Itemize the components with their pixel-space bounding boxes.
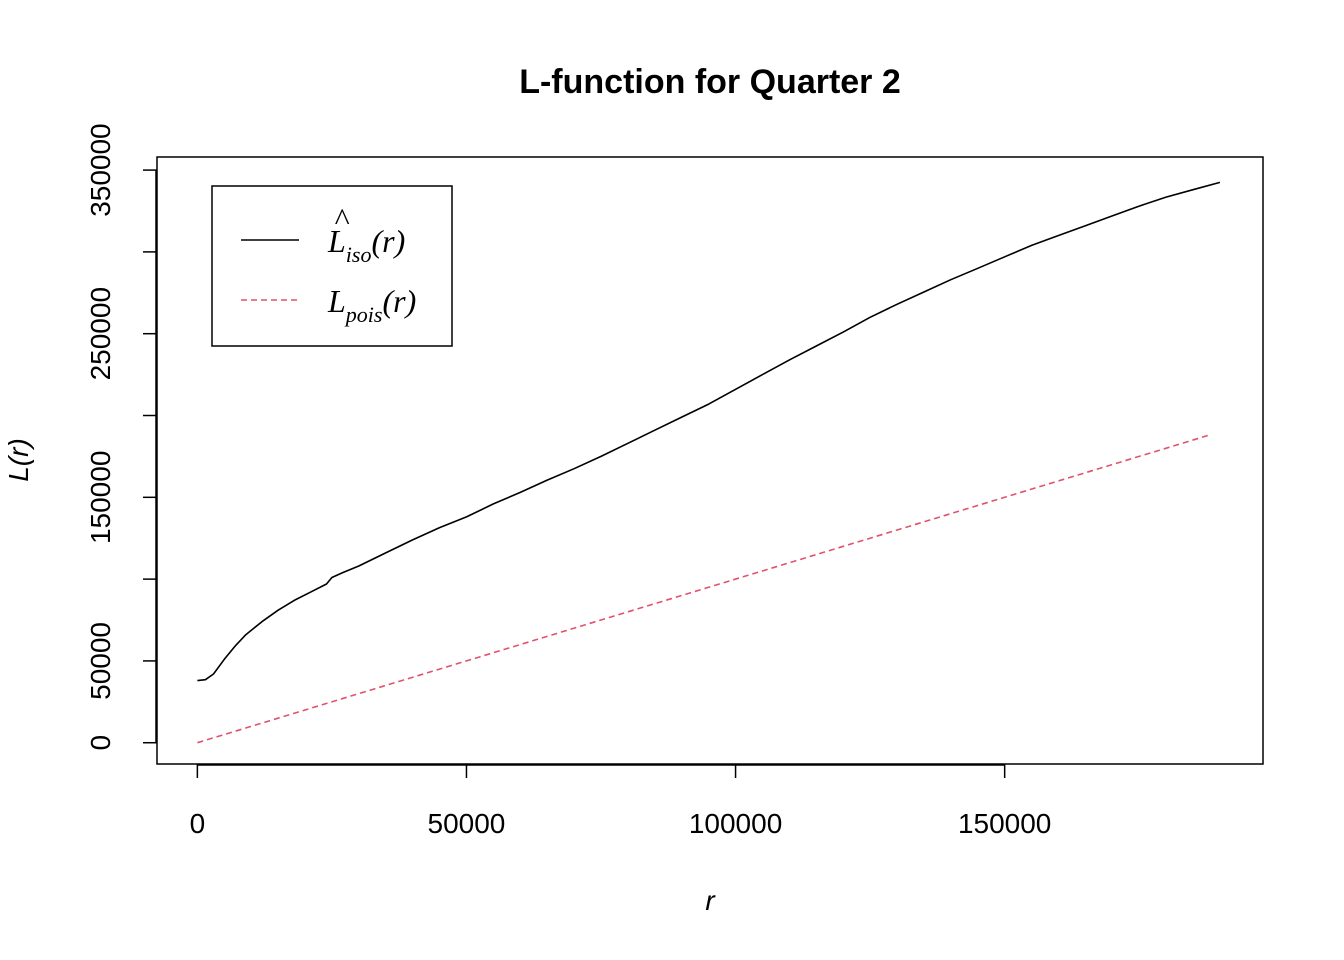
- legend-box: [211, 185, 453, 347]
- legend-label-2: Lpois(r): [327, 283, 416, 327]
- y-axis: 0 50000 150000 250000 350000: [85, 123, 157, 751]
- legend-label-1: Liso(r): [327, 223, 405, 267]
- series-line-1: [197, 181, 1221, 682]
- x-axis-label: r: [705, 885, 716, 916]
- legend: ^Liso(r) Lpois(r): [211, 185, 453, 347]
- y-axis-label: L(r): [3, 438, 34, 482]
- series-layer: [197, 181, 1221, 744]
- y-tick-label: 50000: [85, 622, 116, 700]
- plot-frame: [156, 156, 1264, 765]
- x-axis: 0 50000 100000 150000: [190, 764, 1051, 839]
- legend-hat: ^: [334, 201, 350, 237]
- y-tick-label: 250000: [85, 287, 116, 380]
- y-tick-label: 150000: [85, 451, 116, 544]
- x-tick-label: 50000: [428, 808, 506, 839]
- x-tick-label: 150000: [958, 808, 1051, 839]
- y-tick-label: 0: [85, 735, 116, 751]
- y-tick-label: 350000: [85, 123, 116, 216]
- series-line-2: [197, 434, 1210, 744]
- x-tick-label: 100000: [689, 808, 782, 839]
- chart-title: L-function for Quarter 2: [519, 63, 901, 101]
- x-tick-label: 0: [190, 808, 206, 839]
